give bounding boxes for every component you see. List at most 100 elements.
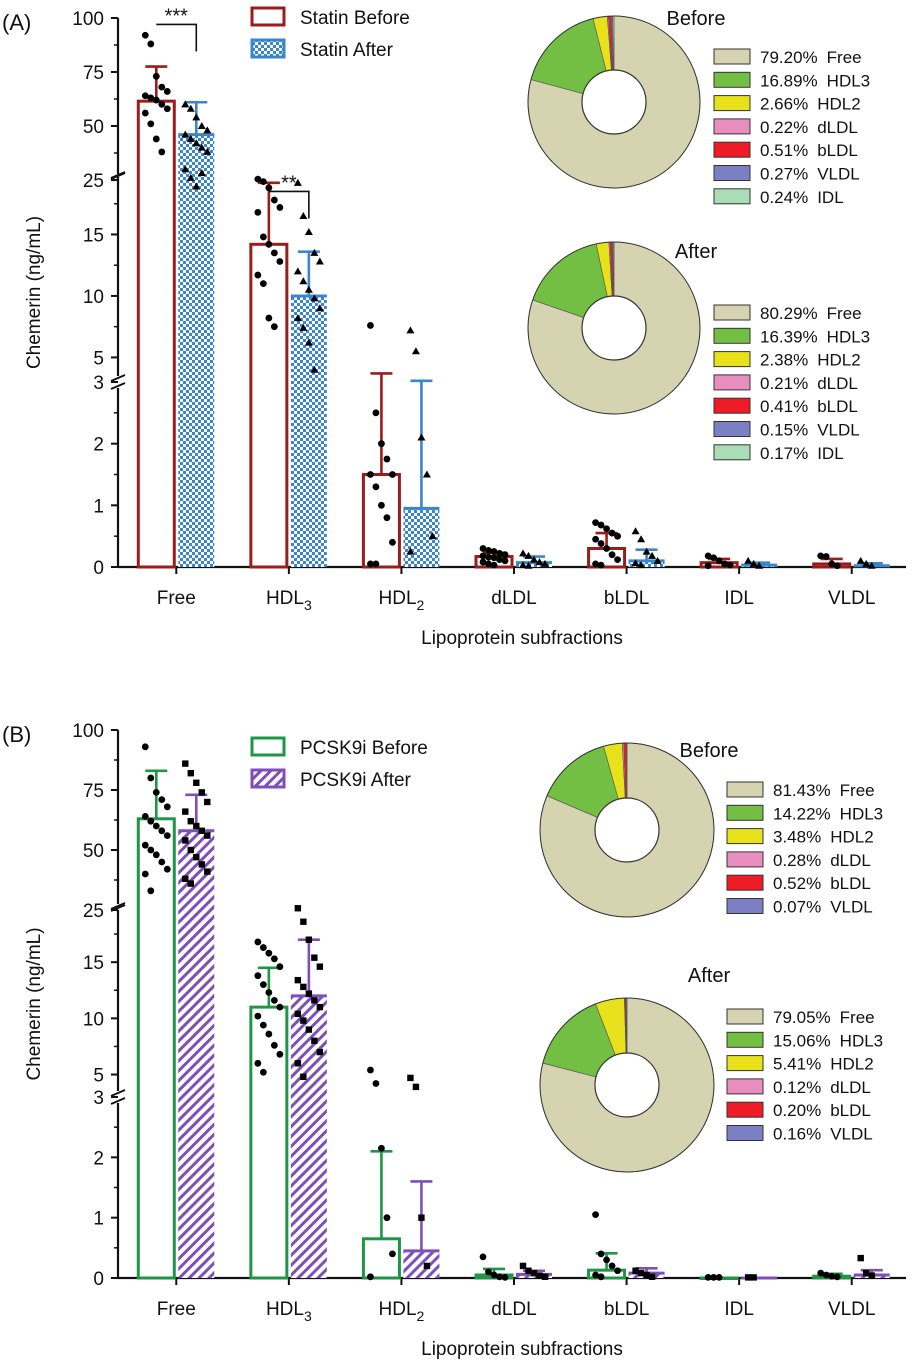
data-point xyxy=(704,562,712,570)
data-point xyxy=(276,258,284,265)
data-point xyxy=(519,561,527,569)
data-point xyxy=(592,1211,599,1219)
data-point xyxy=(254,175,262,183)
y-tick-label: 15 xyxy=(83,953,104,974)
x-tick-label: bLDL xyxy=(604,1299,649,1320)
axis-break-mark xyxy=(110,374,126,382)
donut-legend-name: HDL3 xyxy=(840,1031,883,1050)
data-point xyxy=(270,249,278,257)
data-point xyxy=(367,1273,374,1281)
data-point xyxy=(485,560,492,568)
data-point xyxy=(204,868,211,875)
donut-legend-pct: 81.43% xyxy=(773,781,831,800)
data-point xyxy=(603,545,610,552)
x-tick-label: HDL2 xyxy=(379,588,425,613)
data-point xyxy=(204,832,211,839)
data-point xyxy=(817,1269,825,1277)
y-tick-label: 100 xyxy=(72,721,104,742)
data-point xyxy=(862,559,871,567)
donut-legend-swatch xyxy=(713,304,751,321)
donut-title: Before xyxy=(680,740,739,762)
data-point xyxy=(490,548,498,555)
x-tick-label: VLDL xyxy=(828,588,876,609)
data-point xyxy=(597,540,605,547)
data-point xyxy=(479,552,487,560)
data-point xyxy=(259,1068,267,1076)
data-point xyxy=(293,178,302,186)
data-point xyxy=(485,546,492,554)
bar-pcsk9i-after-hdl3 xyxy=(290,995,327,1278)
donut-legend-swatch xyxy=(713,351,751,368)
data-point xyxy=(259,280,267,288)
data-point xyxy=(193,779,200,786)
donut-legend-swatch xyxy=(713,118,751,135)
data-point xyxy=(270,996,278,1004)
data-point xyxy=(490,561,498,569)
donut-legend-label: 0.41% bLDL xyxy=(760,397,858,416)
data-point xyxy=(485,553,492,561)
bar-pcsk9i-before-hdl3 xyxy=(249,1005,289,1280)
data-point xyxy=(372,1080,380,1087)
data-point xyxy=(704,1273,712,1281)
donut-legend-name: bLDL xyxy=(830,874,871,893)
data-point xyxy=(372,483,380,491)
data-point xyxy=(152,96,160,104)
bar-pcsk9i-before-free xyxy=(136,817,176,1280)
donut-legend-label: 15.06% HDL3 xyxy=(773,1031,883,1050)
donut-legend-label: 0.16% VLDL xyxy=(773,1125,873,1144)
bar-pcsk9i-after-hdl2 xyxy=(403,1250,440,1278)
data-point xyxy=(300,1017,307,1024)
data-point xyxy=(294,976,302,984)
x-tick-label: dLDL xyxy=(491,1299,536,1320)
y-tick-label: 50 xyxy=(83,841,104,862)
y-tick-label: 3 xyxy=(93,373,104,394)
data-point xyxy=(524,551,533,559)
data-point xyxy=(614,556,621,563)
data-point xyxy=(541,559,549,567)
data-point xyxy=(496,556,503,563)
data-point xyxy=(637,1269,645,1277)
panel-a: (A) 0 1 2 3 5 10 15 25 50 75 100 Chemerin (ng/mL) Lip… xyxy=(2,5,906,649)
data-point xyxy=(519,1262,527,1270)
data-point xyxy=(305,936,313,943)
data-point xyxy=(378,440,385,448)
donut-legend-name: HDL3 xyxy=(827,71,870,90)
legend-swatch xyxy=(250,6,286,27)
donut-legend-label: 2.38% HDL2 xyxy=(760,351,861,370)
data-point xyxy=(270,1041,278,1049)
data-point xyxy=(300,983,307,991)
data-point xyxy=(406,326,415,334)
data-point xyxy=(367,1066,374,1074)
x-tick-label: VLDL xyxy=(828,1299,876,1320)
donut-legend-name: Free xyxy=(827,48,862,67)
data-point xyxy=(643,1271,650,1279)
data-point xyxy=(276,1050,284,1058)
data-point xyxy=(501,1273,509,1281)
donut-legend-name: bLDL xyxy=(830,1101,871,1120)
bar-statin-before-free xyxy=(136,99,176,569)
donut-legend-label: 0.17% IDL xyxy=(760,444,844,463)
donut-legend-label: 0.21% dLDL xyxy=(760,374,858,393)
data-point xyxy=(428,532,437,540)
data-point xyxy=(541,1273,549,1280)
data-point xyxy=(822,553,830,560)
y-tick-label: 3 xyxy=(93,1088,104,1109)
data-point xyxy=(270,955,278,963)
donut-legend-pct: 0.17% xyxy=(760,444,808,463)
donut-legend-name: HDL2 xyxy=(817,95,860,114)
data-point xyxy=(163,803,171,811)
bar-statin-after-dldl xyxy=(516,562,552,567)
donut-legend-name: HDL2 xyxy=(817,351,860,370)
x-tick-label: HDL2 xyxy=(379,1299,425,1324)
data-point xyxy=(141,841,149,849)
legend-swatch xyxy=(250,736,286,757)
x-axis-title: Lipoprotein subfractions xyxy=(421,628,623,649)
donut-legend-swatch xyxy=(713,71,751,88)
data-point xyxy=(857,1254,864,1262)
donut-legend-pct: 0.12% xyxy=(773,1078,821,1097)
donut-legend-label: 81.43% Free xyxy=(773,781,875,800)
data-point xyxy=(367,322,374,329)
donut-legend-name: HDL3 xyxy=(840,804,883,823)
y-tick-label: 1 xyxy=(93,496,104,517)
y-tick-label: 2 xyxy=(93,435,104,456)
